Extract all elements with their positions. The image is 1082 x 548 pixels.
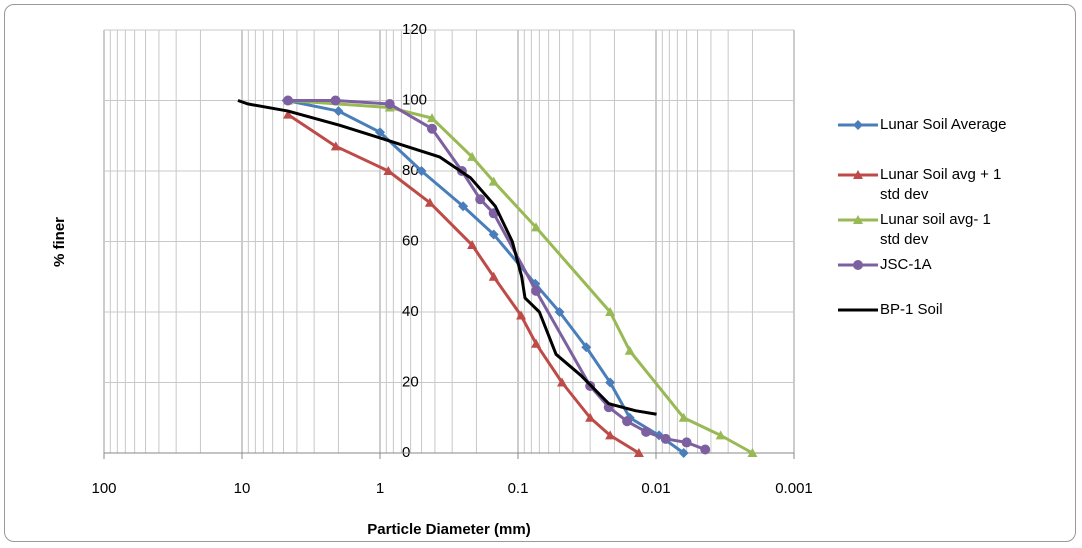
- x-axis-title: Particle Diameter (mm): [367, 521, 530, 538]
- series-line: [237, 99, 657, 416]
- marker: [622, 416, 633, 427]
- marker: [531, 285, 542, 296]
- marker: [488, 271, 499, 281]
- series-line: [286, 99, 685, 455]
- marker: [681, 437, 692, 448]
- marker: [605, 307, 616, 316]
- marker: [581, 342, 592, 353]
- marker: [633, 448, 644, 457]
- marker: [283, 109, 294, 119]
- marker: [660, 433, 671, 444]
- y-tick-label: 0: [402, 444, 410, 461]
- marker: [624, 345, 635, 355]
- marker: [554, 307, 565, 317]
- marker: [467, 240, 478, 250]
- marker: [458, 201, 469, 212]
- marker: [333, 106, 344, 117]
- y-tick-label: 20: [402, 373, 419, 390]
- x-tick-label: 1: [376, 480, 384, 497]
- y-axis-title: % finer: [51, 217, 68, 267]
- y-tick-label: 100: [402, 91, 427, 108]
- x-tick-label: 0.01: [641, 480, 670, 497]
- marker: [556, 377, 567, 387]
- marker: [330, 95, 341, 106]
- marker: [426, 113, 437, 123]
- marker: [747, 448, 758, 457]
- legend-label: Lunar Soil avg + 1 std dev: [880, 166, 1002, 203]
- x-tick-label: 10: [234, 480, 251, 497]
- legend-label: JSC-1A: [880, 256, 932, 273]
- marker: [375, 127, 385, 138]
- marker: [383, 166, 394, 175]
- marker: [475, 194, 486, 205]
- marker: [531, 338, 542, 348]
- marker: [467, 151, 478, 161]
- marker: [853, 120, 863, 130]
- marker: [853, 215, 863, 224]
- x-tick-label: 0.1: [508, 480, 529, 497]
- marker: [384, 99, 395, 110]
- marker: [426, 123, 437, 134]
- y-tick-label: 120: [402, 21, 427, 38]
- x-tick-label: 0.001: [775, 480, 813, 497]
- marker: [416, 166, 427, 176]
- legend-label: BP-1 Soil: [880, 301, 943, 318]
- marker: [700, 444, 711, 455]
- marker: [585, 412, 596, 422]
- marker: [853, 260, 863, 270]
- marker: [424, 197, 435, 207]
- marker: [488, 176, 499, 186]
- marker: [641, 426, 652, 437]
- chart-frame: [4, 4, 1076, 542]
- marker: [283, 95, 294, 106]
- marker: [715, 430, 726, 440]
- marker: [853, 170, 863, 179]
- y-tick-label: 40: [402, 303, 419, 320]
- marker: [531, 222, 542, 232]
- marker: [516, 310, 527, 320]
- marker: [678, 412, 689, 422]
- marker: [488, 229, 499, 240]
- legend-label: Lunar Soil Average: [880, 116, 1007, 133]
- marker: [330, 141, 341, 151]
- marker: [605, 377, 616, 388]
- marker: [605, 430, 616, 440]
- marker: [678, 448, 689, 458]
- legend-label: Lunar soil avg- 1 std dev: [880, 211, 991, 248]
- x-tick-label: 100: [91, 480, 116, 497]
- y-tick-label: 60: [402, 232, 419, 249]
